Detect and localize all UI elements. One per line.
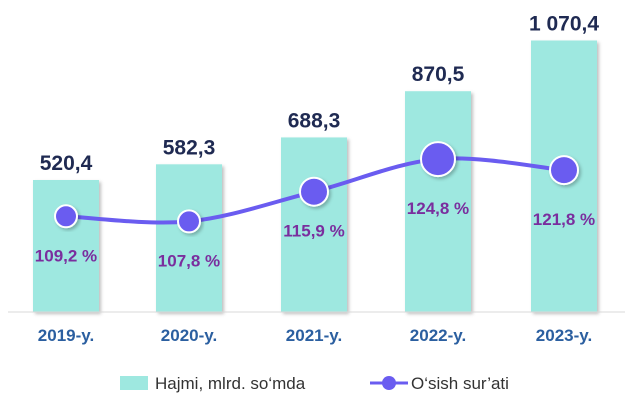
- legend-line-marker: [382, 376, 396, 390]
- growth-marker: [549, 155, 579, 186]
- legend-line-label: O‘sish sur’ati: [411, 374, 509, 393]
- legend: Hajmi, mlrd. so‘mda O‘sish sur’ati: [120, 374, 509, 393]
- bar-2020-y.: [156, 164, 222, 312]
- growth-percent-label: 121,8 %: [533, 210, 595, 229]
- bar-value-label: 520,4: [40, 152, 93, 175]
- x-tick-label: 2019-y.: [38, 326, 94, 345]
- growth-percent-label: 107,8 %: [158, 251, 220, 270]
- growth-line-group: [54, 141, 579, 234]
- labels-group: 520,4 582,3 688,3 870,5 1 070,4 109,2 % 107,8 …: [35, 13, 600, 271]
- x-tick-label: 2021-y.: [286, 326, 342, 345]
- x-tick-label: 2023-y.: [536, 326, 592, 345]
- bar-value-label: 582,3: [163, 136, 216, 159]
- bar-value-label: 1 070,4: [529, 13, 599, 36]
- x-ticks-group: 2019-y. 2020-y. 2021-y. 2022-y. 2023-y.: [38, 326, 592, 345]
- growth-percent-label: 124,8 %: [407, 199, 469, 218]
- growth-marker: [54, 204, 78, 229]
- legend-bar-label: Hajmi, mlrd. so‘mda: [155, 374, 306, 393]
- growth-marker: [177, 209, 201, 234]
- growth-percent-label: 109,2 %: [35, 246, 97, 265]
- bar-value-label: 870,5: [412, 63, 465, 86]
- growth-marker: [299, 176, 329, 207]
- legend-bar-swatch: [120, 376, 148, 390]
- x-tick-label: 2022-y.: [410, 326, 466, 345]
- growth-percent-label: 115,9 %: [283, 222, 344, 241]
- bars-group: [33, 40, 597, 313]
- x-tick-label: 2020-y.: [161, 326, 217, 345]
- bar-2019-y.: [33, 180, 99, 312]
- growth-marker: [420, 141, 456, 178]
- bar-2021-y.: [281, 137, 347, 312]
- bar-value-label: 688,3: [288, 109, 341, 132]
- bar-2022-y.: [405, 91, 471, 312]
